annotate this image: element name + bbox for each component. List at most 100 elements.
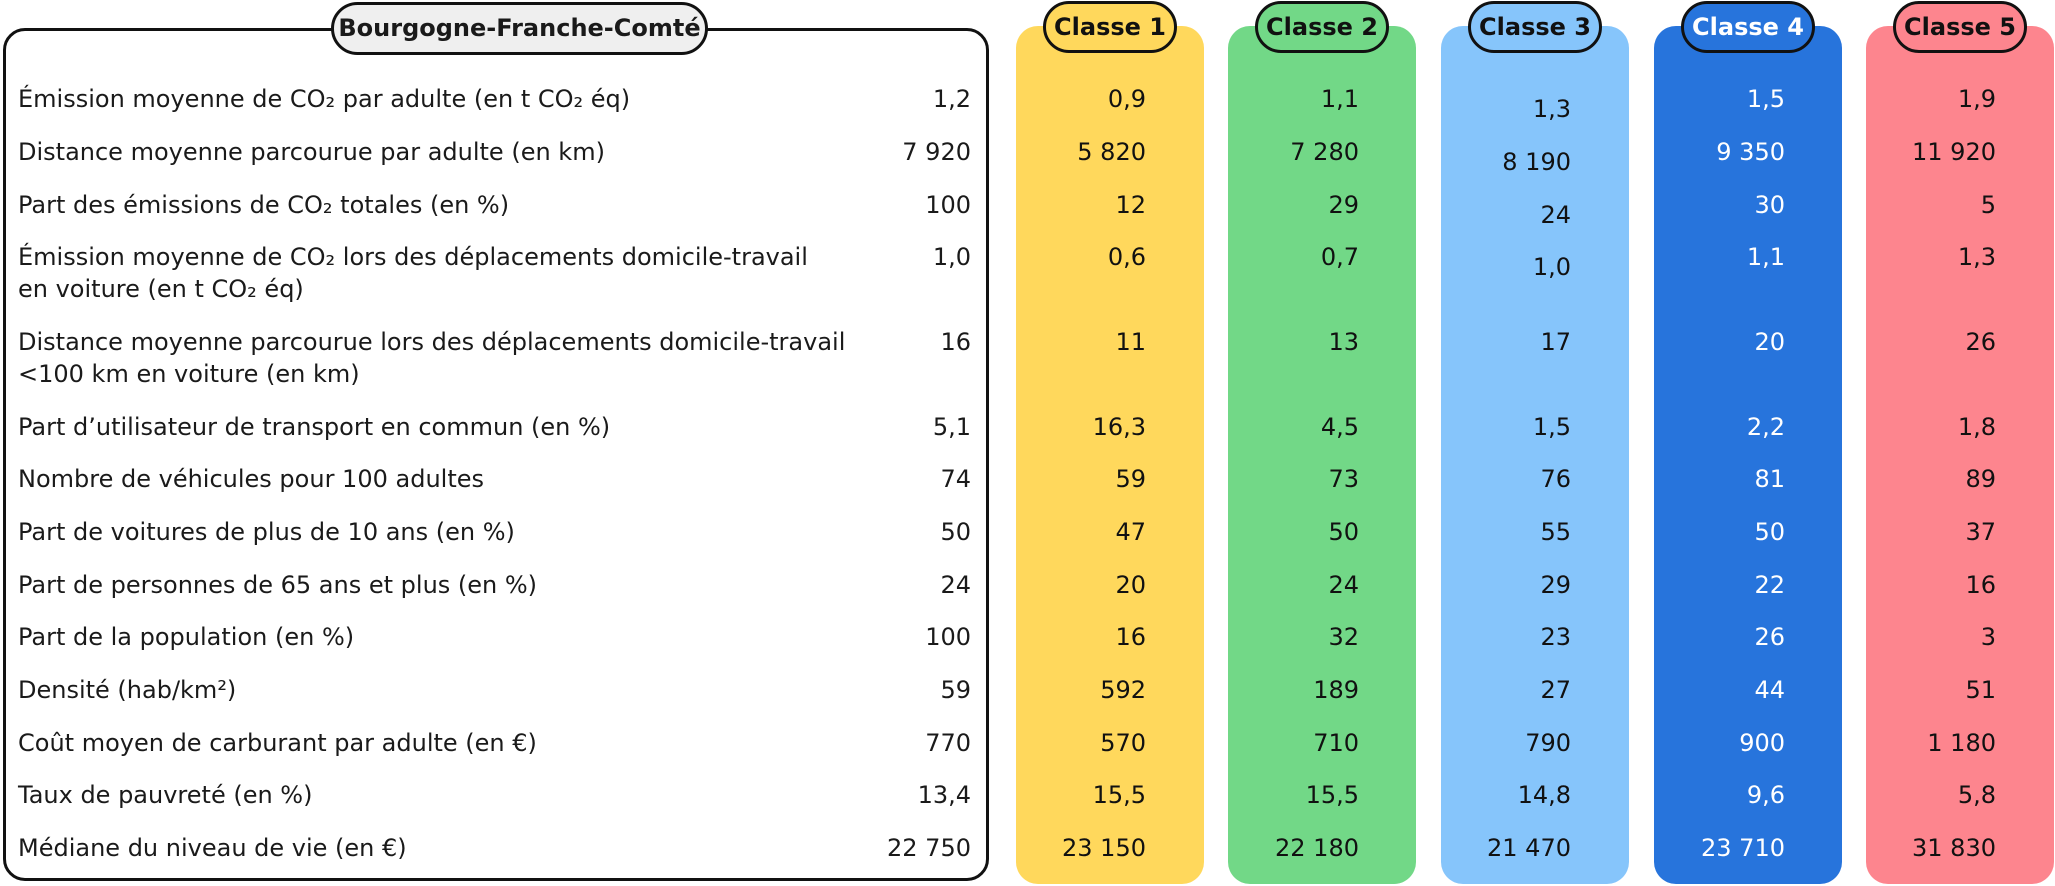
- class-4-value: 50: [1754, 518, 1785, 546]
- region-value: 100: [925, 623, 971, 651]
- row-label-line: Distance moyenne parcourue lors des dépl…: [18, 328, 846, 356]
- region-value: 1,2: [932, 85, 971, 113]
- class-4-value: 2,2: [1746, 413, 1785, 441]
- class-2-value: 7 280: [1290, 138, 1359, 166]
- class-header-4: Classe 4: [1681, 1, 1815, 53]
- class-1-value: 12: [1115, 191, 1146, 219]
- row-label-line: Densité (hab/km²): [18, 676, 237, 704]
- row-label-line: Émission moyenne de CO₂ lors des déplace…: [18, 243, 808, 271]
- class-2-value: 50: [1328, 518, 1359, 546]
- class-1-value: 47: [1115, 518, 1146, 546]
- class-1-value: 23 150: [1062, 834, 1146, 862]
- class-2-value: 1,1: [1320, 85, 1359, 113]
- class-header-2: Classe 2: [1255, 1, 1389, 53]
- class-3-value: 1,5: [1532, 413, 1571, 441]
- region-title: Bourgogne-Franche-Comté: [331, 2, 708, 55]
- class-5-value: 3: [1980, 623, 1996, 651]
- row-label-line: Part des émissions de CO₂ totales (en %): [18, 191, 510, 219]
- class-5-value: 1 180: [1927, 729, 1996, 757]
- row-label-line: Coût moyen de carburant par adulte (en €…: [18, 729, 537, 757]
- row-label-line: en voiture (en t CO₂ éq): [18, 275, 304, 303]
- region-value: 13,4: [917, 781, 971, 809]
- class-5-value: 11 920: [1912, 138, 1996, 166]
- class-3-value: 55: [1540, 518, 1571, 546]
- row-label: Part de personnes de 65 ans et plus (en …: [18, 569, 537, 601]
- class-header-5: Classe 5: [1893, 1, 2027, 53]
- class-1-value: 0,6: [1107, 243, 1146, 271]
- region-value: 24: [940, 571, 971, 599]
- row-label: Émission moyenne de CO₂ lors des déplace…: [18, 241, 808, 305]
- class-column-4: [1654, 26, 1842, 884]
- row-label: Part d’utilisateur de transport en commu…: [18, 411, 610, 443]
- class-2-value: 24: [1328, 571, 1359, 599]
- class-1-value: 16: [1115, 623, 1146, 651]
- class-3-value: 29: [1540, 571, 1571, 599]
- class-5-value: 5,8: [1957, 781, 1996, 809]
- class-1-value: 592: [1100, 676, 1146, 704]
- class-4-value: 20: [1754, 328, 1785, 356]
- region-value: 770: [925, 729, 971, 757]
- class-5-value: 16: [1965, 571, 1996, 599]
- class-header-3: Classe 3: [1468, 1, 1602, 53]
- row-label: Coût moyen de carburant par adulte (en €…: [18, 727, 537, 759]
- class-4-value: 22: [1754, 571, 1785, 599]
- class-3-value: 1,0: [1532, 253, 1571, 281]
- region-value: 22 750: [887, 834, 971, 862]
- class-4-value: 900: [1739, 729, 1785, 757]
- class-2-value: 13: [1328, 328, 1359, 356]
- class-3-value: 14,8: [1517, 781, 1571, 809]
- row-label-line: Part de la population (en %): [18, 623, 355, 651]
- class-3-value: 21 470: [1487, 834, 1571, 862]
- class-3-value: 1,3: [1532, 95, 1571, 123]
- class-5-value: 5: [1980, 191, 1996, 219]
- region-panel: [3, 28, 989, 881]
- class-3-value: 27: [1540, 676, 1571, 704]
- row-label-line: Part de personnes de 65 ans et plus (en …: [18, 571, 538, 599]
- class-5-value: 1,3: [1957, 243, 1996, 271]
- class-4-value: 9 350: [1716, 138, 1785, 166]
- class-column-5: [1866, 26, 2054, 884]
- class-2-value: 15,5: [1305, 781, 1359, 809]
- row-label-line: Part d’utilisateur de transport en commu…: [18, 413, 611, 441]
- class-1-value: 570: [1100, 729, 1146, 757]
- row-label: Densité (hab/km²): [18, 674, 236, 706]
- class-2-value: 32: [1328, 623, 1359, 651]
- class-2-value: 73: [1328, 465, 1359, 493]
- class-2-value: 710: [1313, 729, 1359, 757]
- class-5-value: 89: [1965, 465, 1996, 493]
- class-1-value: 15,5: [1092, 781, 1146, 809]
- class-5-value: 26: [1965, 328, 1996, 356]
- row-label: Médiane du niveau de vie (en €): [18, 832, 407, 864]
- class-3-value: 790: [1525, 729, 1571, 757]
- row-label: Part de la population (en %): [18, 621, 354, 653]
- class-3-value: 24: [1540, 201, 1571, 229]
- row-label-line: Distance moyenne parcourue par adulte (e…: [18, 138, 605, 166]
- class-1-value: 5 820: [1077, 138, 1146, 166]
- class-column-3: [1441, 26, 1629, 884]
- class-1-value: 59: [1115, 465, 1146, 493]
- row-label: Part des émissions de CO₂ totales (en %): [18, 189, 509, 221]
- region-value: 59: [940, 676, 971, 704]
- row-label-line: Nombre de véhicules pour 100 adultes: [18, 465, 484, 493]
- class-2-value: 22 180: [1275, 834, 1359, 862]
- class-4-value: 44: [1754, 676, 1785, 704]
- row-label: Distance moyenne parcourue par adulte (e…: [18, 136, 605, 168]
- class-4-value: 30: [1754, 191, 1785, 219]
- class-5-value: 37: [1965, 518, 1996, 546]
- class-1-value: 16,3: [1092, 413, 1146, 441]
- class-3-value: 23: [1540, 623, 1571, 651]
- row-label-line: <100 km en voiture (en km): [18, 360, 360, 388]
- class-3-value: 17: [1540, 328, 1571, 356]
- class-column-2: [1228, 26, 1416, 884]
- class-5-value: 51: [1965, 676, 1996, 704]
- row-label-line: Part de voitures de plus de 10 ans (en %…: [18, 518, 515, 546]
- region-value: 74: [940, 465, 971, 493]
- region-value: 16: [940, 328, 971, 356]
- row-label: Part de voitures de plus de 10 ans (en %…: [18, 516, 515, 548]
- region-value: 7 920: [902, 138, 971, 166]
- class-1-value: 0,9: [1107, 85, 1146, 113]
- row-label: Distance moyenne parcourue lors des dépl…: [18, 326, 845, 390]
- class-5-value: 1,9: [1957, 85, 1996, 113]
- row-label-line: Taux de pauvreté (en %): [18, 781, 313, 809]
